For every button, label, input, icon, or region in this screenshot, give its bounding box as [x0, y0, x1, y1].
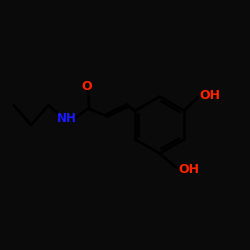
Text: OH: OH: [199, 90, 220, 102]
Text: NH: NH: [57, 112, 77, 125]
Text: O: O: [81, 80, 92, 93]
Text: OH: OH: [178, 163, 199, 176]
